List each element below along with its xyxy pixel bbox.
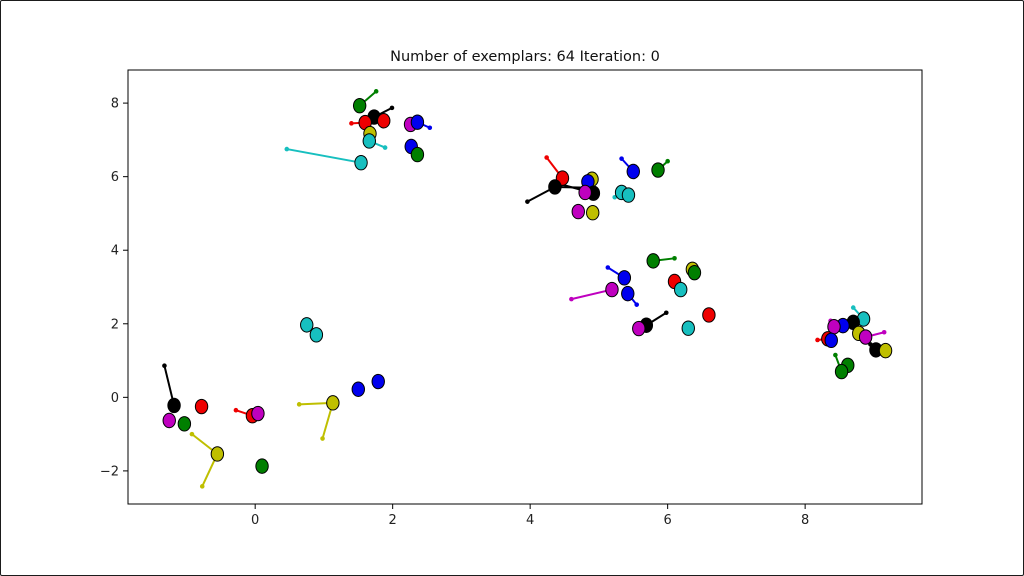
exemplar-point [824, 332, 838, 349]
exemplar-point [605, 281, 619, 298]
exemplar-point [410, 114, 425, 130]
chart-title: Number of exemplars: 64 Iteration: 0 [390, 49, 660, 65]
previous-position-dot [672, 256, 677, 261]
exemplar-point [632, 320, 646, 337]
x-tick-label: 8 [801, 513, 809, 528]
previous-position-dot [881, 329, 887, 335]
movement-line [286, 148, 362, 164]
previous-position-dot [233, 407, 239, 413]
exemplar-point [578, 184, 592, 201]
x-tick-label: 4 [526, 513, 534, 528]
exemplar-point [255, 458, 269, 474]
previous-position-dot [296, 402, 302, 407]
exemplar-point [167, 397, 181, 414]
y-tick-label: 8 [111, 97, 119, 112]
previous-position-dot [619, 156, 624, 161]
exemplar-point [194, 398, 209, 415]
previous-position-dot [634, 302, 640, 307]
x-tick-label: 0 [251, 513, 259, 528]
exemplar-point [681, 320, 695, 336]
exemplar-point [834, 363, 849, 380]
exemplar-point [586, 205, 600, 221]
exemplar-point [371, 373, 385, 390]
exemplar-point [687, 264, 702, 281]
x-tick-label: 6 [664, 513, 672, 528]
previous-position-dot [815, 337, 820, 343]
previous-position-dot [850, 305, 856, 310]
previous-position-dot [373, 89, 379, 94]
plot-area [127, 69, 923, 505]
y-tick-label: 0 [111, 391, 119, 406]
exemplar-point [351, 381, 365, 397]
previous-position-dot [427, 125, 433, 131]
previous-position-dot [320, 436, 325, 441]
exemplar-points [162, 97, 893, 474]
exemplar-point [362, 133, 376, 149]
previous-position-dot [284, 146, 290, 152]
previous-position-dot [569, 296, 574, 302]
x-tick-label: 2 [389, 513, 397, 528]
previous-position-dot [349, 121, 354, 126]
exemplar-point [309, 327, 324, 343]
previous-position-dot [833, 352, 838, 358]
previous-position-dot [544, 155, 549, 160]
exemplar-point [651, 162, 665, 178]
previous-position-dot [525, 199, 530, 204]
previous-position-dot [382, 145, 388, 150]
y-tick-label: −2 [100, 464, 119, 479]
exemplar-point [251, 405, 265, 422]
exemplar-point [410, 146, 425, 163]
previous-position-dot [189, 431, 195, 437]
exemplar-point [617, 270, 632, 286]
exemplar-point [858, 329, 873, 345]
previous-position-dot [663, 310, 669, 316]
y-tick-label: 6 [111, 170, 119, 185]
exemplar-point [878, 342, 893, 359]
exemplar-point [674, 281, 688, 298]
exemplar-point [571, 203, 585, 220]
previous-position-dot [389, 105, 395, 111]
exemplar-point [300, 317, 314, 333]
previous-position-dot [199, 484, 205, 489]
exemplar-point [626, 163, 640, 180]
exemplar-point [326, 395, 340, 411]
previous-position-dot [665, 158, 670, 164]
exemplar-point [162, 412, 176, 429]
exemplar-point [377, 113, 391, 129]
movement-line [571, 288, 613, 301]
exemplar-point [352, 97, 367, 114]
exemplar-point [210, 446, 225, 462]
y-tick-label: 4 [111, 244, 119, 259]
previous-position-dot [162, 363, 167, 369]
exemplar-point [702, 307, 716, 323]
exemplar-point [646, 253, 660, 269]
y-tick-label: 2 [111, 317, 119, 332]
exemplar-point [621, 187, 636, 203]
axis-ticks: 0 2 4 6 8 −2 0 2 4 6 8 [100, 97, 809, 528]
exemplar-point [354, 154, 368, 171]
previous-position-dot [605, 265, 611, 270]
exemplar-point [548, 179, 562, 195]
exemplar-point [621, 285, 635, 302]
exemplar-point [177, 416, 192, 432]
